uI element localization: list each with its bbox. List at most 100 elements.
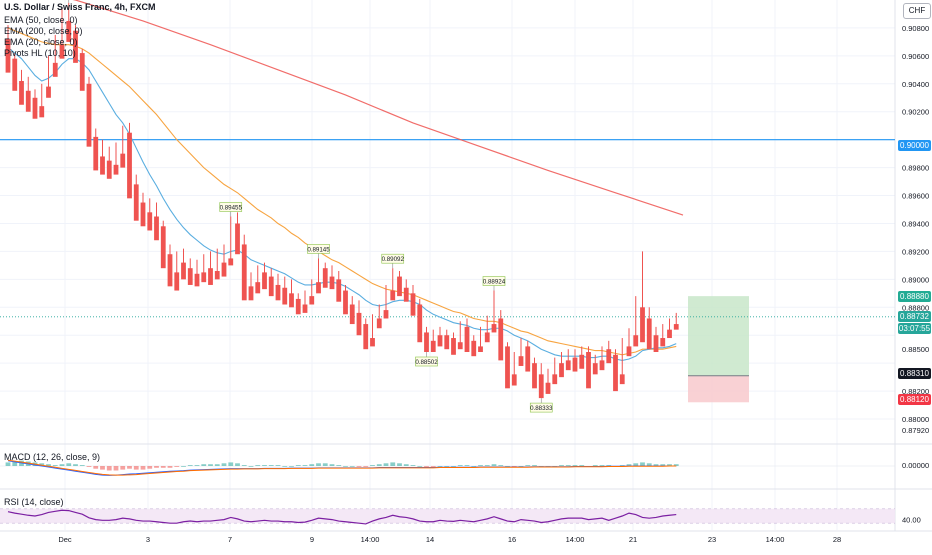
macd-histogram-bar bbox=[73, 464, 78, 466]
candle-body bbox=[295, 298, 301, 315]
candle-body bbox=[59, 44, 65, 59]
candle-body bbox=[228, 258, 234, 266]
candle-body bbox=[181, 262, 186, 280]
macd-histogram-bar bbox=[572, 465, 578, 466]
macd-histogram-bar bbox=[194, 465, 200, 466]
pivot-label-box bbox=[482, 276, 506, 286]
candle-body bbox=[194, 273, 200, 287]
candle-body bbox=[46, 86, 51, 98]
candle-body bbox=[336, 279, 342, 302]
legend-pivots[interactable]: Pivots HL (10, 10) bbox=[4, 48, 76, 58]
macd-histogram-bar bbox=[518, 466, 524, 467]
candle-body bbox=[424, 332, 429, 352]
candle-body bbox=[653, 335, 659, 352]
macd-histogram-bar bbox=[120, 466, 126, 470]
entry-badge: 0.88310 bbox=[898, 368, 931, 379]
candle-body bbox=[646, 318, 652, 350]
countdown-badge: 03:07:55 bbox=[898, 323, 931, 334]
macd-histogram-bar bbox=[52, 465, 58, 466]
macd-histogram-bar bbox=[370, 465, 375, 466]
candle-body bbox=[25, 90, 31, 112]
time-tick-label: 14:00 bbox=[361, 535, 380, 544]
candle-body bbox=[5, 39, 11, 73]
macd-histogram-bar bbox=[106, 466, 112, 471]
candle-body bbox=[39, 106, 45, 118]
pivot-label: 0.89455 bbox=[220, 205, 243, 212]
candle-body bbox=[505, 346, 510, 389]
pivot-label: 0.88502 bbox=[415, 359, 438, 366]
price-tick-label: 0.90400 bbox=[902, 80, 929, 89]
candle-body bbox=[73, 30, 78, 63]
macd-histogram-bar bbox=[451, 466, 456, 467]
macd-histogram-bar bbox=[444, 466, 450, 467]
candle-body bbox=[370, 338, 375, 347]
candle-body bbox=[147, 212, 153, 231]
macd-histogram-bar bbox=[471, 466, 477, 467]
macd-histogram-bar bbox=[289, 466, 294, 467]
candle-body bbox=[167, 254, 173, 287]
pivot-label: 0.89145 bbox=[307, 246, 330, 253]
macd-histogram-bar bbox=[417, 466, 423, 467]
macd-histogram-bar bbox=[187, 465, 193, 466]
candle-body bbox=[390, 290, 396, 301]
pivot-label-box bbox=[307, 244, 330, 254]
candle-body bbox=[106, 160, 112, 179]
macd-histogram-bar bbox=[667, 464, 672, 466]
time-tick-label: 9 bbox=[310, 535, 314, 544]
macd-histogram-bar bbox=[484, 465, 490, 466]
macd-axis-label: 0.00000 bbox=[902, 461, 929, 470]
candle-body bbox=[302, 304, 308, 313]
candle-body bbox=[86, 83, 92, 147]
legend-ema-20[interactable]: EMA (20, close, 0) bbox=[4, 37, 78, 47]
candle-body bbox=[410, 293, 416, 316]
macd-histogram-bar bbox=[221, 463, 227, 466]
macd-histogram-bar bbox=[390, 462, 396, 466]
macd-histogram-bar bbox=[275, 465, 281, 466]
candle-body bbox=[478, 346, 483, 352]
macd-histogram-bar bbox=[322, 463, 328, 466]
candle-body bbox=[471, 340, 477, 357]
pivot-label-box bbox=[529, 402, 553, 413]
macd-histogram-bar bbox=[214, 464, 220, 466]
candle-body bbox=[248, 286, 254, 301]
candle-body bbox=[579, 354, 585, 369]
macd-histogram-bar bbox=[437, 466, 443, 467]
candle-body bbox=[356, 312, 362, 336]
time-tick-label: Dec bbox=[58, 535, 72, 544]
macd-histogram-bar bbox=[309, 464, 315, 466]
candle-body bbox=[383, 310, 389, 319]
price-tick-label: 0.89800 bbox=[902, 164, 929, 173]
candle-body bbox=[633, 335, 639, 347]
legend-ema-200[interactable]: EMA (200, close, 0) bbox=[4, 26, 83, 36]
macd-histogram-bar bbox=[127, 466, 132, 469]
macd-histogram-bar bbox=[228, 462, 234, 466]
macd-histogram-bar bbox=[268, 465, 274, 466]
time-tick-label: 14:00 bbox=[566, 535, 585, 544]
macd-histogram-bar bbox=[160, 466, 166, 468]
candle-body bbox=[363, 324, 369, 350]
macd-histogram-bar bbox=[660, 464, 666, 466]
chart-title: U.S. Dollar / Swiss Franc, 4h, FXCM bbox=[4, 2, 156, 12]
candle-body bbox=[606, 349, 612, 364]
candle-body bbox=[93, 136, 99, 171]
pivot-label-box bbox=[381, 253, 405, 264]
currency-button[interactable]: CHF bbox=[903, 3, 931, 19]
macd-histogram-bar bbox=[356, 466, 362, 467]
candle-body bbox=[640, 307, 645, 343]
candle-body bbox=[430, 340, 436, 352]
macd-histogram-bar bbox=[39, 463, 45, 466]
macd-histogram-bar bbox=[640, 462, 645, 466]
rsi-label[interactable]: RSI (14, close) bbox=[4, 497, 64, 507]
candle-body bbox=[498, 318, 504, 361]
candle-body bbox=[275, 284, 281, 301]
candle-body bbox=[403, 287, 409, 302]
candle-body bbox=[174, 272, 180, 291]
macd-label[interactable]: MACD (12, 26, close, 9) bbox=[4, 452, 101, 462]
legend-ema-50[interactable]: EMA (50, close, 0) bbox=[4, 15, 78, 25]
macd-histogram-bar bbox=[12, 461, 18, 466]
macd-histogram-bar bbox=[349, 466, 355, 467]
macd-histogram-bar bbox=[525, 465, 531, 466]
candle-body bbox=[160, 226, 166, 269]
